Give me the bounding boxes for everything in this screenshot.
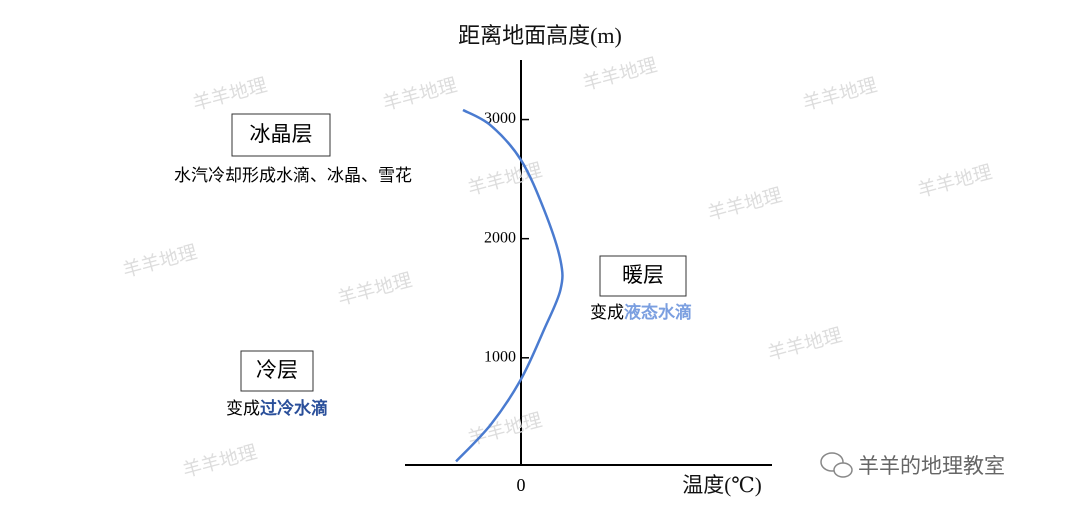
- y-tick-label: 1000: [484, 348, 516, 365]
- footer: 羊羊的地理教室: [820, 452, 1005, 478]
- x-axis-label: 温度(℃): [682, 473, 761, 497]
- curve: [455, 108, 564, 463]
- y-axis-label: 距离地面高度(m): [458, 23, 622, 48]
- watermark: 羊羊地理: [800, 74, 879, 115]
- watermark: 羊羊地理: [765, 324, 844, 365]
- watermark: 羊羊地理: [580, 54, 659, 95]
- layer-name: 冷层: [256, 358, 298, 382]
- layer-box: [599, 255, 687, 297]
- note-highlight: 液态水滴: [624, 302, 692, 323]
- y-tick-label: 3000: [484, 110, 516, 127]
- layer-name: 暖层: [622, 263, 664, 287]
- watermark: 羊羊地理: [120, 241, 199, 282]
- watermark: 羊羊地理: [180, 441, 259, 482]
- watermark: 羊羊地理: [190, 74, 269, 115]
- layer-name: 冰晶层: [250, 122, 313, 146]
- x-tick-label: 0: [517, 475, 526, 495]
- watermark: 羊羊地理: [705, 184, 784, 225]
- footer-text: 羊羊的地理教室: [858, 454, 1005, 478]
- layer-box: [231, 113, 331, 157]
- layer-note: 水汽冷却形成水滴、冰晶、雪花: [174, 166, 412, 186]
- note-highlight: 过冷水滴: [260, 398, 328, 419]
- watermark: 羊羊地理: [335, 269, 414, 310]
- y-tick-label: 2000: [484, 229, 516, 246]
- watermark: 羊羊地理: [465, 409, 544, 450]
- note-prefix: 变成: [590, 303, 624, 323]
- note-prefix: 变成: [226, 399, 260, 419]
- watermark: 羊羊地理: [380, 74, 459, 115]
- layer-note: 变成液态水滴: [590, 302, 692, 323]
- layer-note: 变成过冷水滴: [226, 398, 328, 419]
- layer-box: [240, 350, 314, 392]
- watermark: 羊羊地理: [915, 161, 994, 202]
